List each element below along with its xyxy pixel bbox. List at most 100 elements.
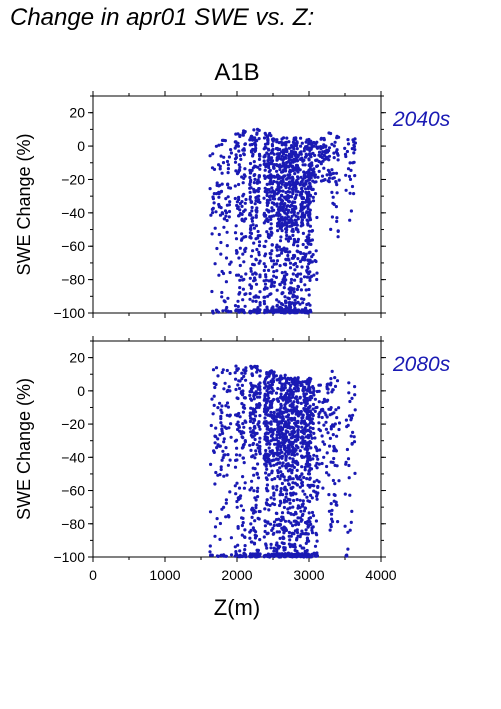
data-point [250,205,254,210]
data-point [271,532,275,536]
data-point [300,221,304,225]
data-point [262,555,266,559]
data-point [270,182,275,186]
data-point [315,466,319,470]
data-point [321,407,325,411]
data-point [322,423,326,427]
data-point [330,517,334,521]
data-point [224,404,228,408]
data-point [299,272,303,276]
data-point [242,486,246,490]
data-point [281,158,285,162]
data-point [276,399,280,403]
data-point [278,493,282,497]
data-point [289,384,293,388]
data-point [252,542,257,546]
data-point [263,524,267,528]
data-point [352,435,356,439]
data-point [263,142,268,146]
data-point [337,421,342,425]
data-point [282,475,286,479]
data-point [287,146,291,150]
data-point [250,398,254,402]
data-point [296,284,300,288]
data-point [248,171,252,175]
data-point [225,401,230,405]
data-point [278,283,282,287]
data-point [212,403,216,407]
data-point [285,247,289,251]
data-point [332,202,336,206]
data-point [281,175,285,179]
data-point [268,251,272,256]
data-point [300,218,304,222]
data-point [272,454,276,458]
data-point [266,521,270,525]
data-point [344,460,348,464]
data-point [311,199,316,203]
data-point [299,554,303,559]
data-point [274,511,278,515]
data-point [300,187,304,191]
data-point [217,195,221,199]
data-point [325,173,329,177]
data-point [283,275,287,279]
data-point [263,286,267,290]
data-point [235,251,239,255]
data-point [250,200,254,204]
data-point [293,172,297,176]
data-point [296,153,301,157]
data-point [336,235,340,239]
data-point [263,282,268,286]
data-point [292,465,296,469]
data-point [256,403,260,408]
data-point [296,257,300,261]
data-point [242,442,246,446]
data-point [254,146,258,150]
data-point [295,265,299,269]
data-point [335,191,339,195]
data-point [275,254,279,258]
data-point [312,431,316,435]
data-point [275,530,279,534]
data-point [256,476,261,480]
data-point [251,412,255,416]
data-point [349,209,353,213]
data-point [291,451,295,456]
data-point [309,155,313,159]
data-point [320,174,325,178]
data-point [289,512,293,516]
scatter-points [208,127,357,315]
data-point [329,523,333,527]
data-point [287,301,291,305]
data-point [220,295,224,299]
data-point [228,389,232,393]
data-point [273,427,277,432]
data-point [346,530,350,534]
data-point [243,439,247,443]
data-point [263,131,267,135]
data-point [284,208,288,212]
data-point [224,515,228,519]
data-point [301,499,305,503]
data-point [256,236,260,240]
data-point [276,229,280,233]
data-point [257,425,261,429]
data-point [286,190,290,194]
data-point [220,424,224,428]
data-point [222,155,226,159]
data-point [353,137,357,141]
data-point [264,401,268,405]
data-point [327,407,331,411]
data-point [254,257,258,261]
data-point [283,295,287,299]
data-point [308,463,312,467]
data-point [248,536,252,540]
data-point [266,141,270,145]
data-point [253,278,257,282]
data-point [221,309,225,313]
data-point [248,213,252,217]
data-point [291,233,295,237]
data-point [248,175,252,180]
